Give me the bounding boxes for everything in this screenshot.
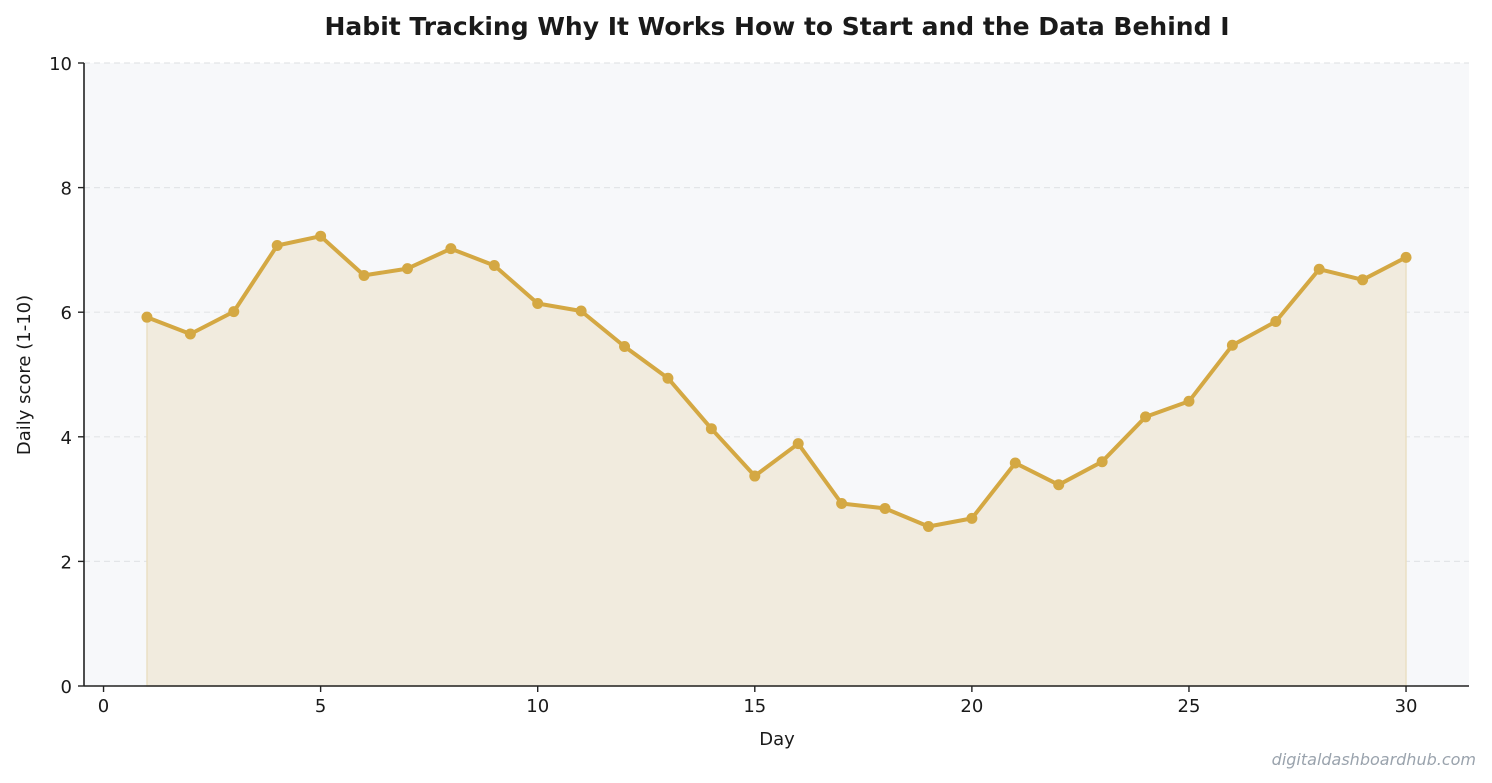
data-point bbox=[488, 259, 500, 271]
x-tick-label: 15 bbox=[743, 696, 766, 717]
data-point bbox=[705, 423, 717, 435]
y-tick-label: 6 bbox=[61, 303, 72, 324]
data-point bbox=[141, 311, 153, 323]
data-point bbox=[401, 263, 413, 275]
data-point bbox=[1313, 263, 1325, 275]
y-tick-label: 4 bbox=[61, 428, 72, 449]
data-point bbox=[1140, 411, 1152, 423]
data-point bbox=[662, 372, 674, 384]
x-tick-label: 20 bbox=[960, 696, 983, 717]
data-point bbox=[1183, 395, 1195, 407]
data-point bbox=[1357, 274, 1369, 286]
data-point bbox=[879, 502, 891, 514]
x-tick-label: 10 bbox=[526, 696, 549, 717]
y-tick-label: 2 bbox=[61, 552, 72, 573]
data-point bbox=[1400, 251, 1412, 263]
data-point bbox=[1096, 456, 1108, 468]
data-point bbox=[966, 512, 978, 524]
x-tick-label: 30 bbox=[1395, 696, 1418, 717]
data-point bbox=[184, 328, 196, 340]
score-points bbox=[141, 230, 1412, 533]
x-ticks: 0 5 10 15 20 25 30 bbox=[98, 686, 1418, 717]
data-point bbox=[228, 306, 240, 318]
data-point bbox=[1226, 339, 1238, 351]
data-point bbox=[532, 297, 544, 309]
y-tick-label: 8 bbox=[61, 179, 72, 200]
data-point bbox=[619, 340, 631, 352]
data-point bbox=[445, 243, 457, 255]
data-point bbox=[315, 230, 327, 242]
data-point bbox=[1009, 457, 1021, 469]
data-point bbox=[271, 240, 283, 252]
data-point bbox=[1053, 479, 1065, 491]
x-tick-label: 0 bbox=[98, 696, 109, 717]
chart-title: Habit Tracking Why It Works How to Start… bbox=[325, 12, 1230, 41]
data-point bbox=[836, 497, 848, 509]
data-point bbox=[575, 305, 587, 317]
data-point bbox=[749, 470, 761, 482]
data-point bbox=[1270, 316, 1282, 328]
x-tick-label: 25 bbox=[1178, 696, 1201, 717]
x-tick-label: 5 bbox=[315, 696, 326, 717]
x-axis-label: Day bbox=[759, 729, 795, 750]
y-tick-label: 0 bbox=[61, 677, 72, 698]
score-line bbox=[146, 234, 1407, 529]
watermark: digitaldashboardhub.com bbox=[1272, 750, 1476, 769]
data-point bbox=[792, 438, 804, 450]
data-point bbox=[358, 269, 370, 281]
y-axis-label: Daily score (1-10) bbox=[14, 295, 35, 455]
data-point bbox=[922, 521, 934, 533]
y-ticks: 0 2 4 6 8 10 bbox=[49, 54, 84, 698]
y-tick-label: 10 bbox=[49, 54, 72, 75]
